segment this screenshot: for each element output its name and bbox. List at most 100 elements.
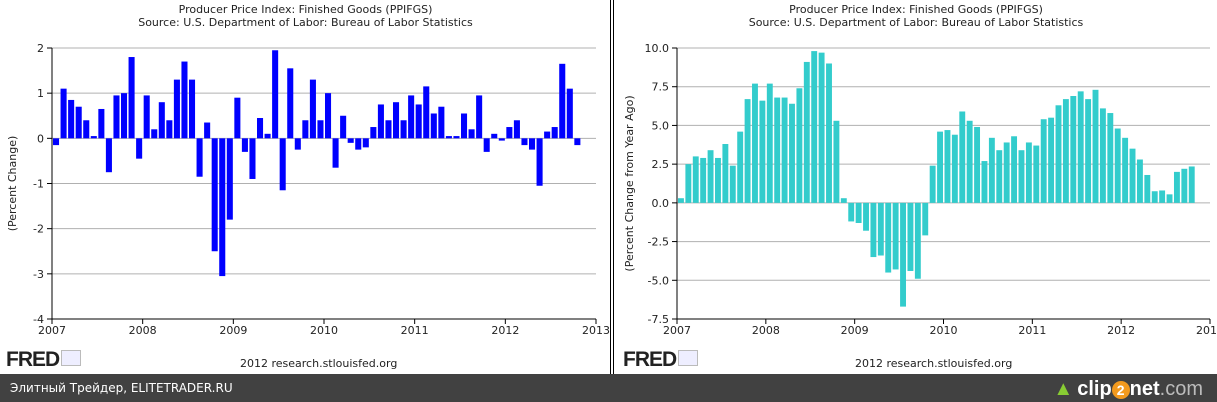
bar bbox=[241, 138, 248, 152]
bar bbox=[981, 161, 988, 203]
fred-chart-icon bbox=[678, 350, 699, 367]
bar bbox=[996, 150, 1003, 203]
bar bbox=[559, 63, 566, 139]
bar bbox=[959, 111, 966, 203]
bar bbox=[766, 83, 773, 203]
bar bbox=[332, 138, 339, 168]
bar bbox=[317, 120, 324, 139]
bar bbox=[483, 138, 490, 152]
bar bbox=[1114, 128, 1121, 203]
bar bbox=[833, 120, 840, 203]
bar bbox=[907, 202, 914, 271]
bar bbox=[700, 157, 707, 203]
chart-subtitle: Source: U.S. Department of Labor: Bureau… bbox=[138, 16, 473, 29]
x-tick-label: 2007 bbox=[663, 324, 691, 337]
bar bbox=[1159, 190, 1166, 203]
bar bbox=[355, 138, 362, 150]
clip2net-logo[interactable]: ▲ clip 2 net.com bbox=[1053, 378, 1203, 401]
bar bbox=[1048, 117, 1055, 203]
bar bbox=[536, 138, 543, 186]
bar bbox=[143, 95, 150, 139]
bar bbox=[1173, 171, 1180, 203]
x-tick-label: 2009 bbox=[219, 324, 247, 337]
bar bbox=[863, 202, 869, 231]
bar bbox=[75, 106, 82, 139]
bar bbox=[498, 138, 505, 141]
bar bbox=[900, 202, 906, 307]
bar bbox=[370, 127, 377, 139]
bar bbox=[521, 138, 528, 146]
bar bbox=[340, 115, 347, 139]
x-tick-label: 2010 bbox=[310, 324, 338, 337]
bar bbox=[294, 138, 301, 150]
chart-title: Producer Price Index: Finished Goods (PP… bbox=[615, 3, 1217, 29]
bar bbox=[1040, 119, 1047, 203]
bar bbox=[1151, 191, 1158, 203]
bar bbox=[90, 136, 97, 139]
bar bbox=[574, 138, 581, 146]
bar bbox=[1070, 96, 1077, 203]
logo-part: clip bbox=[1077, 378, 1112, 400]
bar bbox=[204, 122, 211, 139]
bar bbox=[325, 93, 332, 139]
bar bbox=[430, 113, 437, 139]
bar bbox=[951, 134, 958, 203]
bar bbox=[423, 86, 430, 139]
y-tick-label: 0 bbox=[37, 132, 44, 145]
fred-logo-text: FRED bbox=[6, 348, 60, 371]
site-caption: Элитный Трейдер, ELITETRADER.RU bbox=[10, 381, 233, 395]
bar bbox=[1033, 145, 1040, 203]
bar bbox=[937, 131, 943, 203]
bar bbox=[287, 68, 294, 139]
chart-title-text: Producer Price Index: Finished Goods (PP… bbox=[789, 3, 1043, 16]
bar bbox=[870, 202, 877, 258]
credit-text: 2012 research.stlouisfed.org bbox=[855, 357, 1013, 370]
y-tick-label: 2 bbox=[37, 42, 44, 55]
x-tick-label: 2008 bbox=[129, 324, 157, 337]
bar bbox=[491, 133, 498, 139]
y-tick-label: 7.5 bbox=[652, 81, 670, 94]
bar bbox=[715, 157, 721, 203]
bar bbox=[826, 63, 832, 203]
y-tick-label: -5.0 bbox=[648, 274, 669, 287]
bar bbox=[1166, 194, 1173, 203]
bar bbox=[189, 79, 196, 139]
bar bbox=[855, 202, 862, 223]
bar bbox=[158, 102, 165, 139]
bar bbox=[1077, 91, 1084, 203]
bar bbox=[551, 127, 558, 139]
bar bbox=[759, 100, 766, 203]
bar bbox=[438, 106, 445, 139]
bar bbox=[1144, 174, 1151, 203]
fred-logo: FRED bbox=[6, 348, 82, 372]
bar bbox=[151, 129, 158, 139]
bar bbox=[529, 138, 536, 150]
x-tick-label: 2013 bbox=[1196, 324, 1217, 337]
logo-part: 2 bbox=[1111, 381, 1130, 399]
chart-panel-monthly-change: Producer Price Index: Finished Goods (PP… bbox=[0, 0, 611, 374]
bar bbox=[1018, 150, 1025, 203]
bar bbox=[476, 95, 483, 139]
bar bbox=[181, 61, 188, 139]
panel-divider bbox=[610, 0, 611, 374]
bar bbox=[98, 108, 105, 139]
bar bbox=[121, 93, 128, 139]
fred-logo-text: FRED bbox=[623, 348, 677, 371]
chart-title-text: Producer Price Index: Finished Goods (PP… bbox=[178, 3, 433, 16]
bar bbox=[929, 165, 936, 203]
bar bbox=[944, 130, 951, 203]
bar bbox=[68, 99, 75, 139]
bar bbox=[53, 138, 60, 146]
bar bbox=[468, 129, 475, 139]
bar bbox=[1055, 105, 1062, 203]
y-tick-label: 5.0 bbox=[652, 119, 670, 132]
x-tick-label: 2013 bbox=[582, 324, 610, 337]
bar bbox=[988, 137, 995, 203]
bar bbox=[234, 97, 241, 139]
bar bbox=[173, 79, 180, 139]
bar bbox=[83, 120, 90, 139]
bar bbox=[113, 95, 120, 139]
bar bbox=[707, 150, 714, 203]
